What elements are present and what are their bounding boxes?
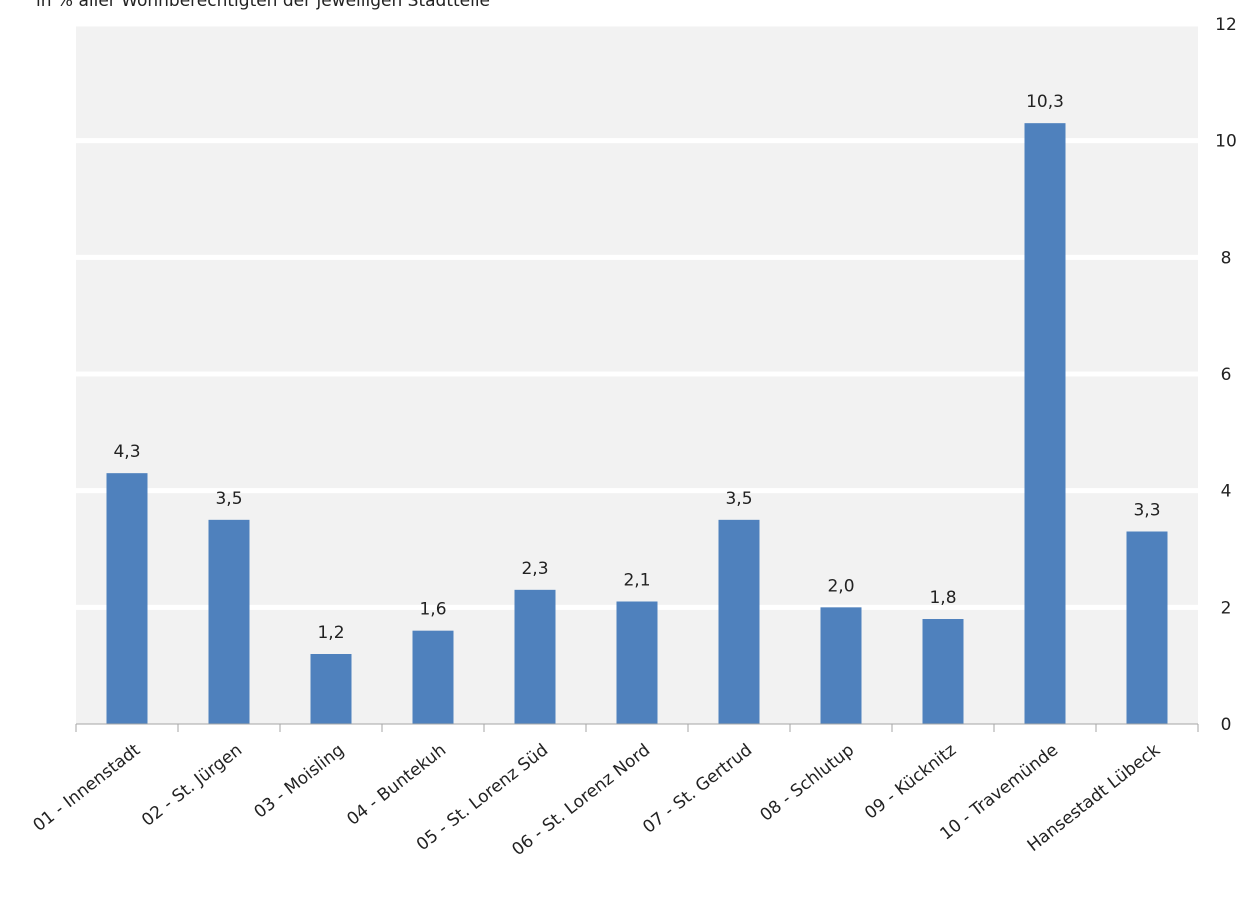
bar: [922, 619, 964, 724]
bar: [820, 607, 862, 724]
y-tick-label: 10: [1215, 132, 1237, 152]
data-labels: 4,3 3,5 1,2 1,6 2,3 2,1 3,5 2,0 1,8 10,3 3,3: [113, 92, 1160, 643]
bar: [208, 519, 250, 724]
chart-subtitle: in % aller Wohnberechtigten der jeweilig…: [36, 0, 491, 11]
bar: [514, 589, 556, 724]
bar: [412, 630, 454, 724]
data-label: 3,3: [1133, 501, 1160, 521]
y-tick-label: 12: [1215, 15, 1237, 35]
category-label: 07 - St. Gertrud: [639, 740, 756, 837]
data-label: 3,5: [215, 489, 242, 509]
data-label: 2,0: [827, 576, 854, 596]
data-label: 2,1: [623, 571, 650, 591]
bar: [1126, 531, 1168, 724]
category-label: 04 - Buntekuh: [343, 740, 450, 830]
y-tick-label: 6: [1221, 365, 1232, 385]
bar: [616, 601, 658, 724]
bar: [310, 654, 352, 724]
bars: [106, 123, 1168, 724]
bar: [718, 519, 760, 724]
data-label: 1,2: [317, 623, 344, 643]
bar: [106, 473, 148, 724]
y-tick-label: 8: [1221, 248, 1232, 268]
data-label: 2,3: [521, 559, 548, 579]
category-label: 08 - Schlutup: [757, 740, 859, 825]
category-label: 02 - St. Jürgen: [138, 740, 246, 830]
y-tick-label: 0: [1221, 715, 1232, 735]
y-tick-label: 4: [1221, 482, 1232, 502]
data-label: 10,3: [1026, 92, 1064, 112]
category-label: 01 - Innenstadt: [29, 740, 144, 836]
bar: [1024, 123, 1066, 724]
data-label: 1,6: [419, 600, 446, 620]
category-label: 03 - Moisling: [250, 740, 348, 822]
category-label: 09 - Kücknitz: [861, 740, 960, 823]
y-tick-label: 2: [1221, 598, 1232, 618]
y-axis-ticks: 0 2 4 6 8 10 12: [1215, 15, 1237, 735]
data-label: 4,3: [113, 442, 140, 462]
data-label: 1,8: [929, 588, 956, 608]
data-label: 3,5: [725, 489, 752, 509]
